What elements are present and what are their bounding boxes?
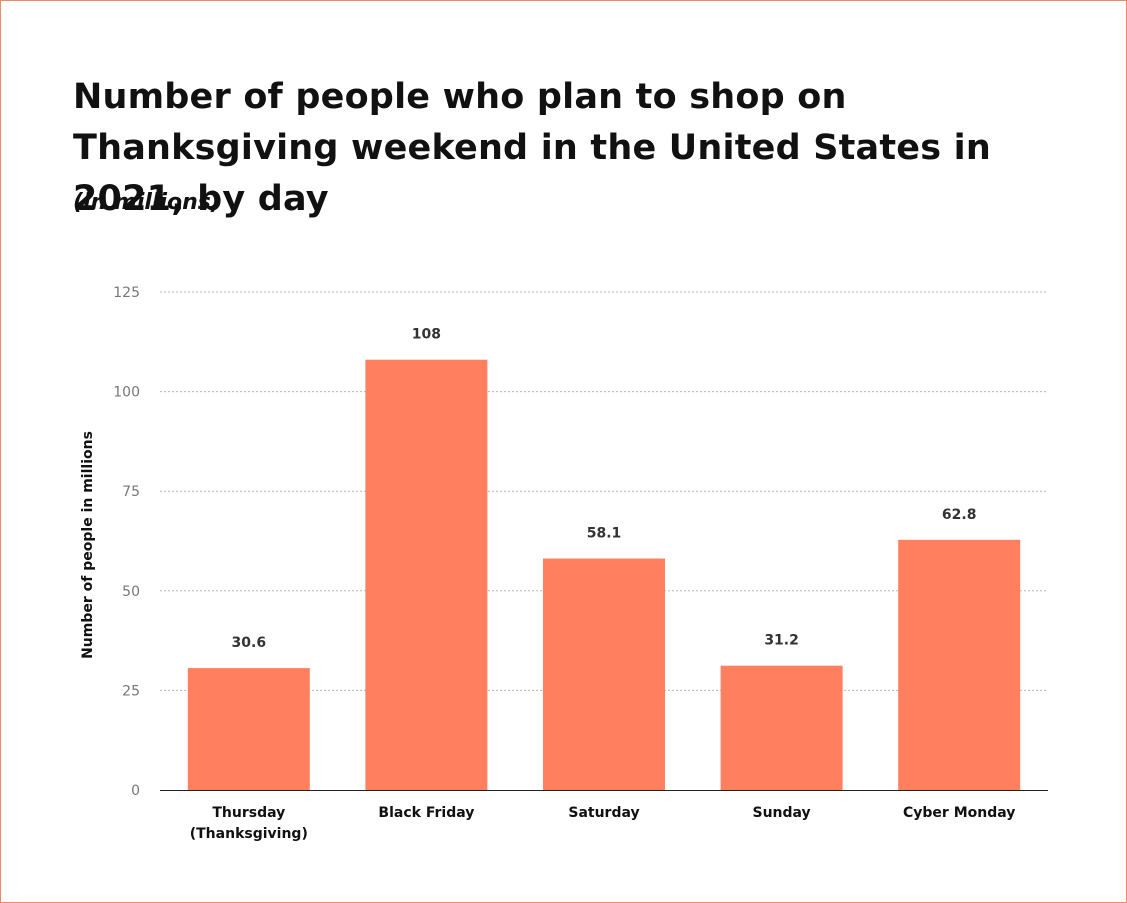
x-tick-label: Black Friday — [378, 805, 474, 821]
x-axis-ticks: Thursday (Thanksgiving) Black Friday Saturd… — [190, 805, 1016, 842]
x-tick-label: Thursday (Thanksgiving) — [190, 805, 308, 842]
y-tick-label: 125 — [113, 285, 140, 301]
data-label: 30.6 — [232, 635, 267, 651]
data-labels: 30.6 108 58.1 31.2 62.8 — [232, 327, 977, 651]
x-tick-label: Cyber Monday — [903, 805, 1015, 821]
x-tick-label: Saturday — [568, 805, 639, 821]
bar — [365, 359, 488, 790]
chart-title: Number of people who plan to shop on Tha… — [73, 77, 991, 219]
data-label: 108 — [412, 327, 441, 343]
y-tick-label: 100 — [113, 385, 140, 401]
data-label: 31.2 — [764, 633, 799, 649]
data-label: 58.1 — [587, 526, 622, 542]
data-label: 62.8 — [942, 507, 977, 523]
x-tick-label: Sunday — [753, 805, 811, 821]
y-axis-ticks: 0 25 50 75 100 125 — [113, 285, 140, 799]
y-tick-label: 0 — [131, 783, 140, 799]
y-axis-label: Number of people in millions — [80, 431, 96, 659]
bar — [187, 668, 310, 790]
y-tick-label: 50 — [122, 584, 140, 600]
y-tick-label: 75 — [122, 484, 140, 500]
bar — [720, 665, 843, 790]
bar — [543, 558, 665, 790]
chart-subtitle: (in millions) — [73, 190, 221, 215]
bar — [898, 539, 1021, 790]
bars — [187, 359, 1021, 790]
y-tick-label: 25 — [122, 683, 140, 699]
